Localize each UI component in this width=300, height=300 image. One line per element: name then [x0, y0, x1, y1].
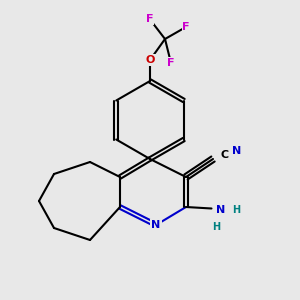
Text: N: N [216, 205, 225, 215]
Text: F: F [182, 22, 190, 32]
Text: N: N [152, 220, 160, 230]
Text: F: F [167, 58, 175, 68]
Text: H: H [212, 221, 220, 232]
Text: C: C [220, 149, 229, 160]
Text: O: O [145, 55, 155, 65]
Text: H: H [232, 205, 241, 215]
Text: F: F [146, 14, 154, 25]
Text: N: N [232, 146, 242, 157]
